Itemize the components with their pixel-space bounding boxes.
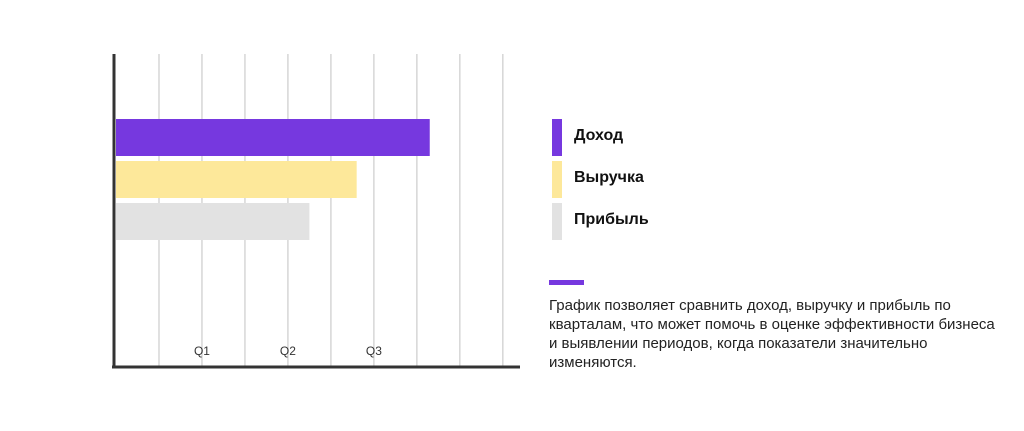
legend-swatch-profit [552, 203, 562, 240]
tick-labels: Q1 Q2 Q3 [194, 344, 382, 358]
legend-swatch-income [552, 119, 562, 156]
bar-2 [116, 161, 357, 198]
x-tick-label: Q3 [366, 344, 382, 358]
legend-label-profit: Прибыль [574, 211, 649, 228]
x-tick-label: Q1 [194, 344, 210, 358]
legend-swatch-revenue [552, 161, 562, 198]
accent-divider [549, 280, 584, 285]
axes [112, 54, 520, 369]
legend-label-revenue: Выручка [574, 169, 644, 186]
bars [116, 119, 430, 240]
legend-label-income: Доход [574, 127, 624, 144]
grid-lines [158, 54, 504, 366]
bar-chart: Q1 Q2 Q3 [112, 54, 520, 369]
bar-3 [116, 203, 310, 240]
chart-description: График позволяет сравнить доход, выручку… [549, 297, 995, 371]
bar-1 [116, 119, 430, 156]
x-tick-label: Q2 [280, 344, 296, 358]
